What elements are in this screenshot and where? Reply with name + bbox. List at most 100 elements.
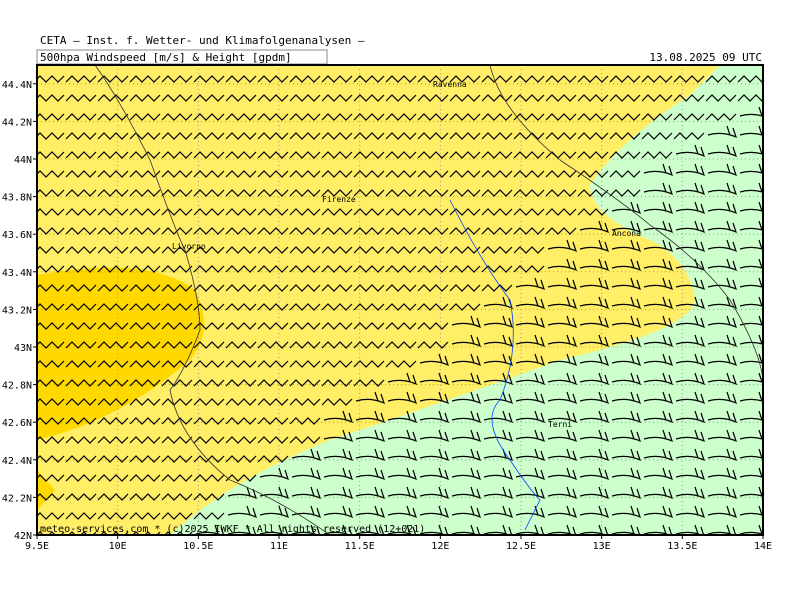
wind-barb — [483, 353, 513, 367]
wind-barb — [225, 360, 257, 368]
wind-barb — [577, 113, 609, 121]
wind-barb — [289, 303, 321, 311]
wind-barb — [577, 189, 609, 197]
wind-barb — [739, 201, 763, 212]
wind-barb — [609, 189, 641, 197]
wind-barb — [772, 88, 800, 99]
wind-barb — [97, 113, 129, 121]
wind-barb — [37, 208, 65, 216]
wind-barb — [257, 360, 289, 368]
wind-barb — [193, 246, 225, 254]
wind-barb — [97, 436, 129, 444]
city-label: Ravenna — [433, 80, 467, 89]
wind-barb — [675, 486, 705, 500]
wind-barb — [547, 410, 577, 424]
wind-barb — [257, 151, 289, 159]
grid — [37, 65, 763, 535]
wind-barb — [385, 170, 417, 178]
y-tick-label: 43.8N — [2, 193, 32, 204]
wind-barb — [579, 372, 609, 386]
city-label: Livorno — [172, 242, 206, 251]
wind-barb — [772, 316, 800, 327]
wind-barb — [355, 429, 385, 443]
wind-barb — [65, 189, 97, 197]
wind-barb — [129, 227, 161, 235]
wind-barb — [385, 246, 417, 254]
wind-barb — [193, 113, 225, 121]
wind-barb — [513, 75, 545, 83]
y-tick-label: 42.6N — [2, 418, 32, 429]
wind-barb — [449, 303, 481, 311]
wind-barb — [385, 265, 417, 273]
wind-barb — [353, 341, 385, 349]
wind-barb — [515, 277, 545, 291]
wind-barb — [707, 277, 737, 291]
wind-barb — [611, 220, 641, 234]
wind-barb — [65, 151, 97, 159]
wind-barb — [675, 524, 705, 535]
wind-barb — [193, 265, 225, 273]
wind-barb — [257, 75, 289, 83]
wind-barb — [257, 417, 289, 425]
wind-barb — [97, 94, 129, 102]
wind-barb — [417, 151, 449, 159]
wind-barb — [195, 524, 225, 535]
wind-barb — [707, 467, 737, 481]
wind-barb — [132, 531, 161, 535]
wind-barb — [675, 353, 705, 367]
wind-barb — [161, 512, 193, 520]
wind-barb — [291, 448, 321, 462]
wind-barb — [97, 398, 129, 406]
wind-barb — [579, 524, 609, 535]
wind-barb — [643, 182, 673, 196]
wind-barb — [419, 448, 449, 462]
wind-barb — [579, 410, 609, 424]
wind-barb — [323, 486, 353, 500]
wind-barb — [772, 202, 800, 213]
subtitle: 500hpa Windspeed [m/s] & Height [gpdm] — [40, 51, 292, 64]
wind-barb — [37, 265, 65, 273]
wind-barb — [129, 322, 161, 330]
wind-barb — [129, 360, 161, 368]
wind-barb — [129, 265, 161, 273]
wind-barb — [193, 493, 225, 501]
wind-barb — [193, 436, 225, 444]
wind-barb — [481, 246, 513, 254]
wind-barb — [161, 113, 193, 121]
wind-barb — [227, 524, 257, 535]
wind-barb — [579, 353, 609, 367]
wind-barb — [97, 417, 129, 425]
wind-barb — [97, 227, 129, 235]
wind-barb — [161, 474, 193, 482]
wind-barb — [449, 170, 481, 178]
wind-barb — [609, 113, 641, 121]
wind-barb — [37, 474, 65, 482]
wind-barb — [225, 303, 257, 311]
wind-barb — [611, 505, 641, 519]
wind-barb — [707, 201, 737, 215]
wind-barb — [449, 227, 481, 235]
wind-barb — [37, 113, 65, 121]
wind-barb — [291, 505, 321, 519]
wind-barb — [739, 106, 763, 117]
wind-barb — [65, 208, 97, 216]
wind-barb — [385, 189, 417, 197]
wind-barb — [449, 189, 481, 197]
wind-barb — [355, 448, 385, 462]
wind-barb — [611, 429, 641, 443]
wind-barb — [193, 341, 225, 349]
wind-barb — [353, 113, 385, 121]
wind-barb — [513, 94, 545, 102]
wind-barb — [353, 284, 385, 292]
wind-barb — [257, 170, 289, 178]
wind-barb — [772, 69, 800, 80]
wind-barb — [387, 410, 417, 424]
wind-barb — [673, 75, 705, 83]
wind-barb — [451, 429, 481, 443]
wind-barb — [513, 246, 545, 254]
wind-barb — [385, 341, 417, 349]
wind-barb — [257, 436, 289, 444]
wind-barb — [193, 379, 225, 387]
wind-barb — [547, 524, 577, 535]
wind-barb — [321, 189, 353, 197]
